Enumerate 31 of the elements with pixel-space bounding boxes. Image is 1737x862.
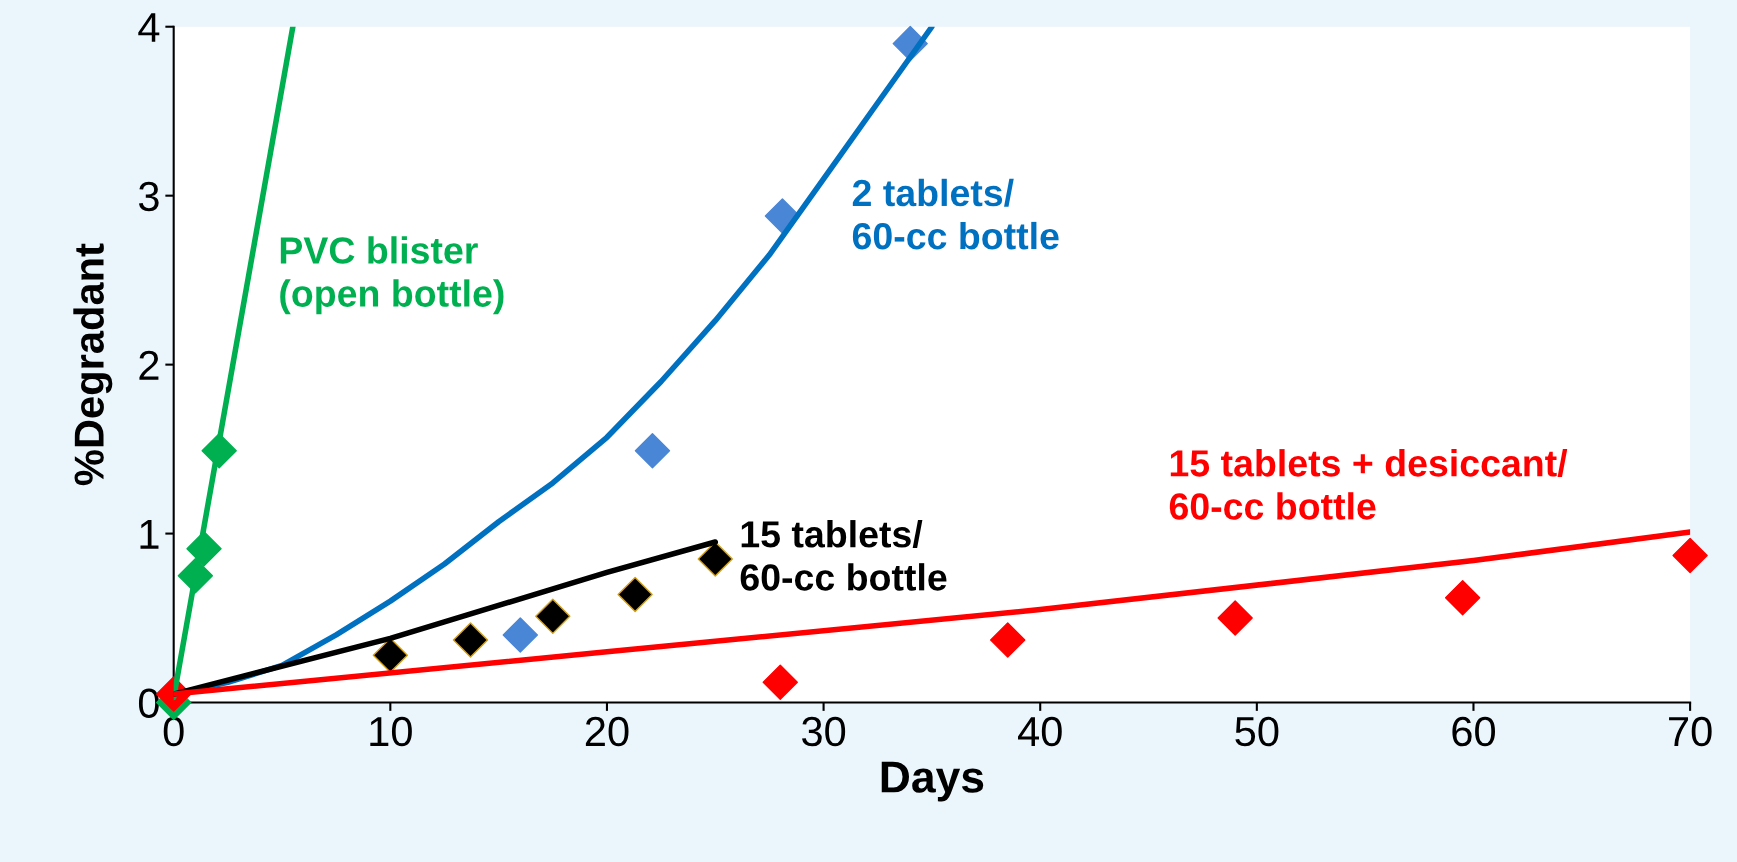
y-tick-label: 0 [138,688,159,719]
point [634,433,671,469]
x-tick-label: 50 [1235,716,1279,747]
y-tick-label: 2 [139,350,159,380]
point [372,637,409,673]
y-tick-label: 3 [138,181,159,212]
point [535,598,571,635]
x-tick-label: 30 [802,716,846,747]
point [502,617,539,653]
x-tick-label: 70 [1669,716,1712,747]
x-tick-label: 10 [370,716,412,747]
y-axis-title: %Degradant [73,243,113,486]
point [1672,537,1708,574]
series-label: 2 tablets/ 60-cc bottle [852,178,1059,250]
text: 15 tablets + desiccant/ 60-cc bottle [1169,449,1568,520]
point [617,576,653,613]
x-axis-title: Days [881,761,984,802]
series-label: 15 tablets/ 60-cc bottle [740,520,947,591]
x-tick-label: 60 [1452,716,1496,747]
point [990,622,1026,658]
y-tick-label: 1 [140,520,159,549]
text: PVC blister (open bottle) [280,236,504,315]
point [1444,580,1481,616]
point [697,541,733,577]
x-tick-label: 0 [163,716,184,747]
x-tick-label: 40 [1018,716,1062,747]
point [762,664,798,700]
point [452,622,489,658]
point [1217,600,1253,636]
y-tick-label: 4 [138,13,160,42]
x-tick-label: 20 [585,716,629,747]
